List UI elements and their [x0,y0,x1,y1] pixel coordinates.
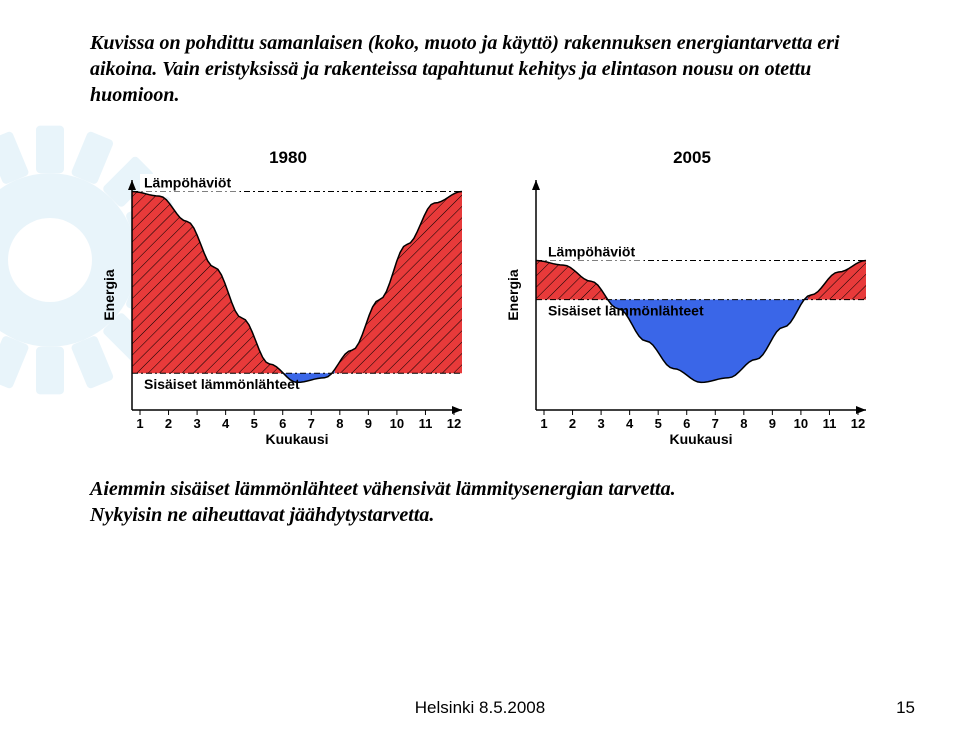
svg-text:9: 9 [365,416,372,431]
chart-svg-left: 123456789101112KuukausiEnergiaLämpöhäviö… [98,174,468,446]
intro-paragraph: Kuvissa on pohdittu samanlaisen (koko, m… [90,30,890,108]
svg-text:7: 7 [308,416,315,431]
svg-text:2: 2 [569,416,576,431]
svg-text:7: 7 [712,416,719,431]
svg-text:5: 5 [655,416,662,431]
svg-text:6: 6 [683,416,690,431]
chart-2005: 2005 123456789101112KuukausiEnergiaLämpö… [502,148,882,446]
svg-text:2: 2 [165,416,172,431]
svg-text:Kuukausi: Kuukausi [265,431,328,446]
svg-text:1: 1 [540,416,547,431]
svg-text:Lämpöhäviöt: Lämpöhäviöt [548,244,635,260]
svg-text:Energia: Energia [505,269,521,321]
charts-row: 1980 123456789101112KuukausiEnergiaLämpö… [90,148,890,446]
svg-text:Sisäiset lämmönlähteet: Sisäiset lämmönlähteet [548,303,704,319]
svg-text:4: 4 [222,416,230,431]
intro-line-2: Vain eristyksissä ja rakenteissa tapahtu… [90,58,811,106]
svg-text:12: 12 [851,416,865,431]
chart-1980: 1980 123456789101112KuukausiEnergiaLämpö… [98,148,478,446]
svg-text:11: 11 [419,416,433,431]
slide-content: Kuvissa on pohdittu samanlaisen (koko, m… [0,0,960,528]
svg-text:Sisäiset lämmönlähteet: Sisäiset lämmönlähteet [144,376,300,392]
svg-text:5: 5 [251,416,258,431]
conclusion-line-2: Nykyisin ne aiheuttavat jäähdytystarvett… [90,504,434,526]
svg-text:9: 9 [769,416,776,431]
svg-text:Lämpöhäviöt: Lämpöhäviöt [144,175,231,191]
chart-year-right: 2005 [502,148,882,168]
svg-text:8: 8 [740,416,747,431]
svg-text:10: 10 [390,416,404,431]
conclusion-line-1: Aiemmin sisäiset lämmönlähteet vähensivä… [90,478,676,500]
svg-text:11: 11 [823,416,837,431]
svg-text:10: 10 [794,416,808,431]
svg-text:6: 6 [279,416,286,431]
svg-text:3: 3 [597,416,604,431]
page-number: 15 [896,698,915,718]
svg-text:1: 1 [136,416,143,431]
svg-text:8: 8 [336,416,343,431]
svg-text:3: 3 [193,416,200,431]
svg-text:4: 4 [626,416,634,431]
svg-text:Energia: Energia [101,269,117,321]
footer-date: Helsinki 8.5.2008 [0,698,960,718]
chart-year-left: 1980 [98,148,478,168]
conclusion-paragraph: Aiemmin sisäiset lämmönlähteet vähensivä… [90,476,890,528]
svg-text:12: 12 [447,416,461,431]
svg-text:Kuukausi: Kuukausi [669,431,732,446]
chart-svg-right: 123456789101112KuukausiEnergiaLämpöhäviö… [502,174,872,446]
